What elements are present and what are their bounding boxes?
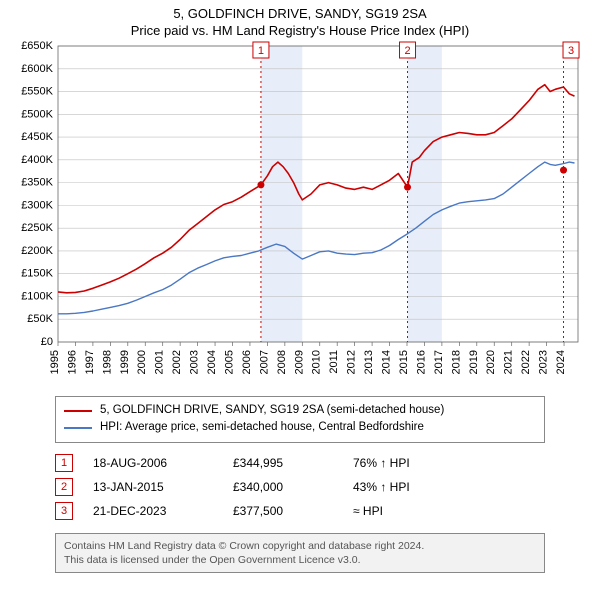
svg-text:2011: 2011 xyxy=(328,350,340,374)
sale-date: 21-DEC-2023 xyxy=(93,504,233,518)
svg-text:2006: 2006 xyxy=(241,350,253,374)
svg-text:2018: 2018 xyxy=(450,350,462,374)
footer-line-2: This data is licensed under the Open Gov… xyxy=(64,553,536,567)
sale-hpi: ≈ HPI xyxy=(353,504,453,518)
svg-text:1999: 1999 xyxy=(119,350,131,374)
svg-text:£250K: £250K xyxy=(21,222,53,234)
sale-hpi: 43% ↑ HPI xyxy=(353,480,453,494)
chart-area: £0 £50K £100K £150K £200K £250K £300K £350K £400… xyxy=(10,40,585,390)
legend-row: HPI: Average price, semi-detached house,… xyxy=(64,419,536,436)
footer-line-1: Contains HM Land Registry data © Crown c… xyxy=(64,539,536,553)
sale-hpi: 76% ↑ HPI xyxy=(353,456,453,470)
svg-text:£50K: £50K xyxy=(27,313,53,325)
svg-text:2: 2 xyxy=(404,45,410,57)
sales-table: 1 18-AUG-2006 £344,995 76% ↑ HPI 2 13-JA… xyxy=(55,451,545,523)
svg-text:2000: 2000 xyxy=(136,350,148,374)
legend-row: 5, GOLDFINCH DRIVE, SANDY, SG19 2SA (sem… xyxy=(64,402,536,419)
svg-text:2005: 2005 xyxy=(223,350,235,374)
footer-attribution: Contains HM Land Registry data © Crown c… xyxy=(55,533,545,573)
sale-price: £377,500 xyxy=(233,504,353,518)
legend-swatch-property xyxy=(64,410,92,412)
svg-text:£500K: £500K xyxy=(21,108,53,120)
svg-text:£450K: £450K xyxy=(21,131,53,143)
svg-text:1: 1 xyxy=(258,45,264,57)
svg-text:£650K: £650K xyxy=(21,40,53,52)
svg-text:2002: 2002 xyxy=(171,350,183,374)
chart-container: 5, GOLDFINCH DRIVE, SANDY, SG19 2SA Pric… xyxy=(0,0,600,590)
svg-text:2016: 2016 xyxy=(415,350,427,374)
sale-marker-3: 3 xyxy=(55,502,73,520)
sale-marker-2: 2 xyxy=(55,478,73,496)
svg-text:£200K: £200K xyxy=(21,245,53,257)
sale-date: 13-JAN-2015 xyxy=(93,480,233,494)
sale-row: 2 13-JAN-2015 £340,000 43% ↑ HPI xyxy=(55,475,545,499)
title-subtitle: Price paid vs. HM Land Registry's House … xyxy=(0,23,600,38)
svg-text:2014: 2014 xyxy=(381,350,393,374)
legend-label-property: 5, GOLDFINCH DRIVE, SANDY, SG19 2SA (sem… xyxy=(100,402,444,419)
svg-text:£100K: £100K xyxy=(21,290,53,302)
sale-marker-1: 1 xyxy=(55,454,73,472)
svg-text:1995: 1995 xyxy=(49,350,61,374)
svg-text:2023: 2023 xyxy=(538,350,550,374)
svg-text:2008: 2008 xyxy=(276,350,288,374)
svg-text:1996: 1996 xyxy=(66,350,78,374)
svg-text:1998: 1998 xyxy=(101,350,113,374)
svg-text:£0: £0 xyxy=(41,336,53,348)
sale-price: £344,995 xyxy=(233,456,353,470)
svg-text:£600K: £600K xyxy=(21,63,53,75)
svg-text:1997: 1997 xyxy=(84,350,96,374)
svg-text:£300K: £300K xyxy=(21,199,53,211)
sale-row: 1 18-AUG-2006 £344,995 76% ↑ HPI xyxy=(55,451,545,475)
legend-label-hpi: HPI: Average price, semi-detached house,… xyxy=(100,419,424,436)
svg-text:£350K: £350K xyxy=(21,177,53,189)
svg-text:2015: 2015 xyxy=(398,350,410,374)
legend-swatch-hpi xyxy=(64,427,92,429)
svg-text:3: 3 xyxy=(568,45,574,57)
sale-price: £340,000 xyxy=(233,480,353,494)
price-chart-svg: £0 £50K £100K £150K £200K £250K £300K £350K £400… xyxy=(10,40,585,390)
svg-text:2007: 2007 xyxy=(258,350,270,374)
svg-text:2017: 2017 xyxy=(433,350,445,374)
svg-text:2024: 2024 xyxy=(555,350,567,374)
svg-text:£550K: £550K xyxy=(21,86,53,98)
title-address: 5, GOLDFINCH DRIVE, SANDY, SG19 2SA xyxy=(0,6,600,21)
svg-text:2019: 2019 xyxy=(468,350,480,374)
title-block: 5, GOLDFINCH DRIVE, SANDY, SG19 2SA Pric… xyxy=(0,0,600,40)
svg-text:2021: 2021 xyxy=(503,350,515,374)
svg-text:2009: 2009 xyxy=(293,350,305,374)
svg-text:2013: 2013 xyxy=(363,350,375,374)
svg-text:2022: 2022 xyxy=(520,350,532,374)
svg-text:2004: 2004 xyxy=(206,350,218,374)
sale-row: 3 21-DEC-2023 £377,500 ≈ HPI xyxy=(55,499,545,523)
legend-box: 5, GOLDFINCH DRIVE, SANDY, SG19 2SA (sem… xyxy=(55,396,545,443)
svg-text:£400K: £400K xyxy=(21,154,53,166)
sale-date: 18-AUG-2006 xyxy=(93,456,233,470)
svg-text:£150K: £150K xyxy=(21,268,53,280)
svg-text:2012: 2012 xyxy=(346,350,358,374)
svg-text:2020: 2020 xyxy=(485,350,497,374)
svg-text:2010: 2010 xyxy=(311,350,323,374)
svg-text:2003: 2003 xyxy=(189,350,201,374)
svg-text:2001: 2001 xyxy=(154,350,166,374)
